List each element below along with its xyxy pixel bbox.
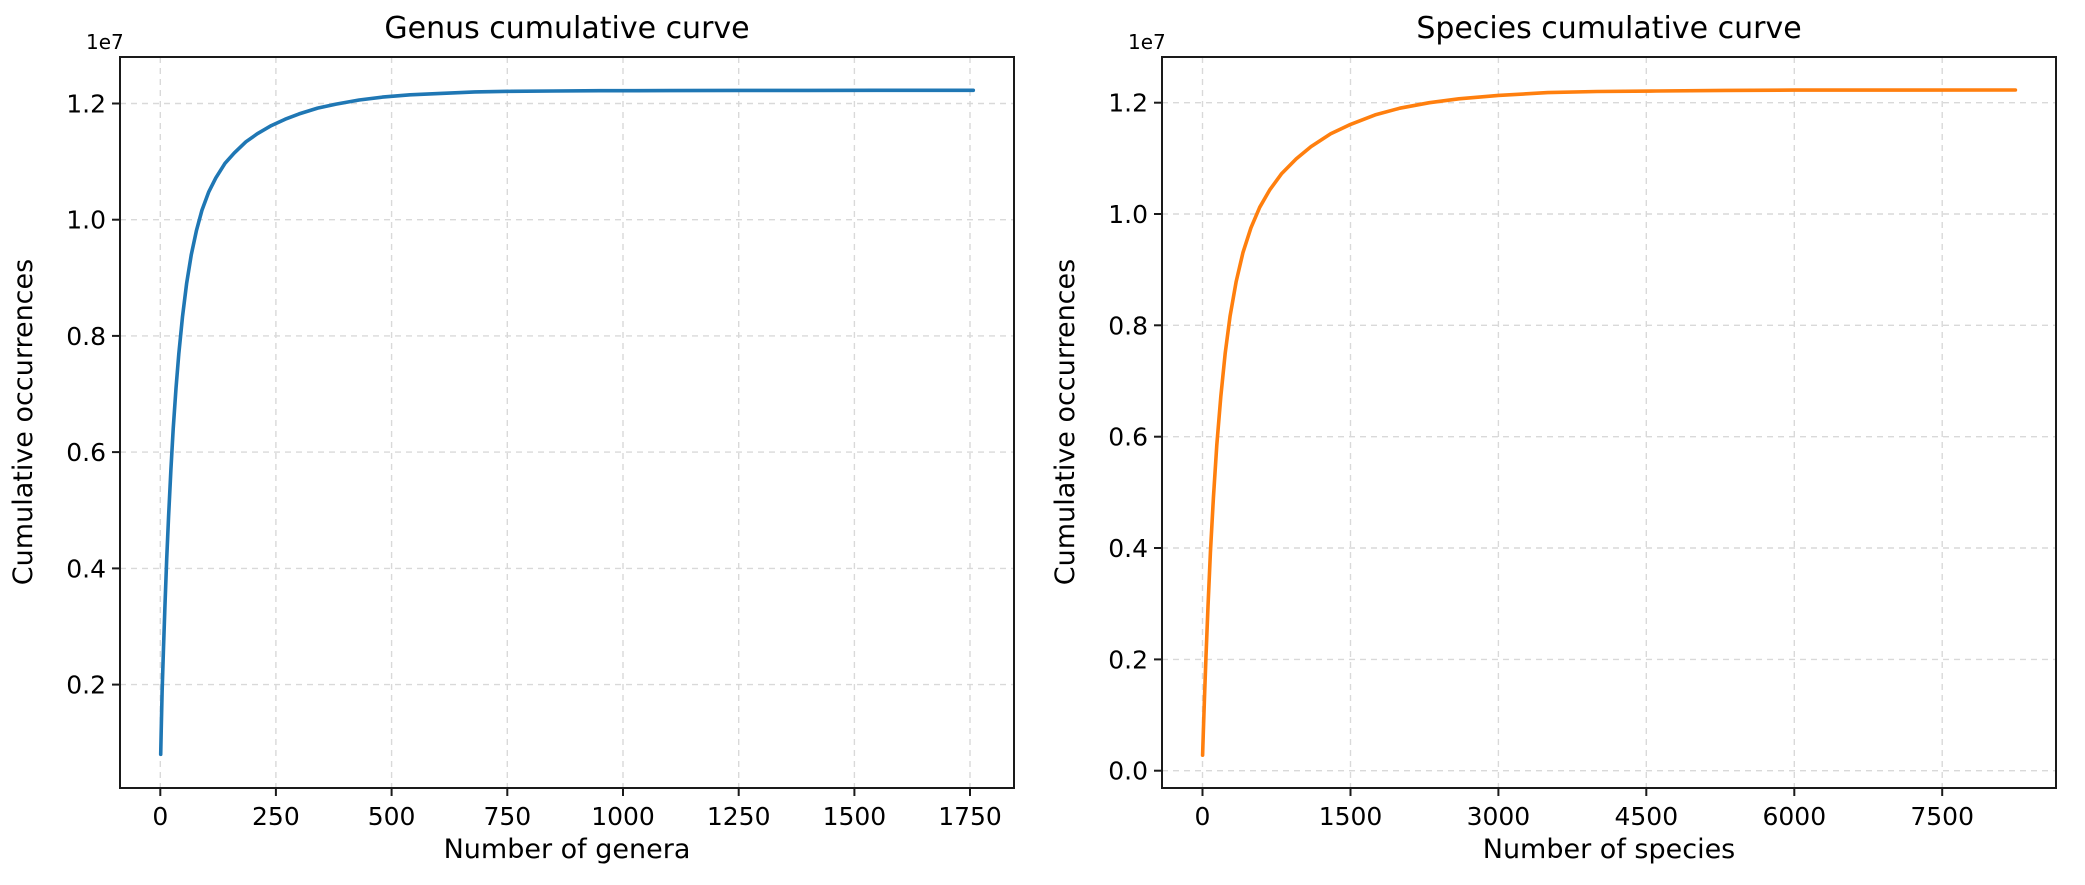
y-tick-label: 0.4 [1108,534,1148,563]
chart-title: Genus cumulative curve [384,11,749,46]
x-tick-label: 1500 [823,802,887,831]
y-axis-label: Cumulative occurrences [8,259,39,585]
y-tick-label: 0.2 [1108,645,1148,674]
x-axis-label: Number of genera [444,834,691,865]
genus-chart-panel: 0 250 500 750 1000 1250 1500 1750 0.2 0.4 0.6 0.8 1.… [0,0,1042,885]
species-plot-area: 0 1500 3000 4500 6000 7500 0.0 0.2 0.4 0.6 0.8 1.0 1… [1108,56,2057,831]
species-chart-svg: 0 1500 3000 4500 6000 7500 0.0 0.2 0.4 0.6 0.8 1.0 1… [1050,11,2057,865]
y-tick-label: 1.2 [1108,89,1148,118]
x-tick-label: 500 [368,802,416,831]
y-tick-label: 0.4 [66,554,106,583]
plot-border [119,56,1015,789]
x-tick-label: 0 [1195,802,1211,831]
x-tick-label: 1250 [707,802,771,831]
x-tick-label: 0 [152,802,168,831]
species-chart-panel: 0 1500 3000 4500 6000 7500 0.0 0.2 0.4 0.6 0.8 1.0 1… [1042,0,2084,885]
x-tick-label: 1750 [938,802,1002,831]
y-tick-label: 0.8 [66,322,106,351]
x-tick-label: 3000 [1467,802,1531,831]
genus-plot-area: 0 250 500 750 1000 1250 1500 1750 0.2 0.4 0.6 0.8 1.… [66,56,1015,831]
x-tick-label: 7500 [1910,802,1974,831]
y-tick-label: 0.6 [66,438,106,467]
genus-chart-svg: 0 250 500 750 1000 1250 1500 1750 0.2 0.4 0.6 0.8 1.… [8,11,1015,865]
y-tick-label: 0.2 [66,671,106,700]
y-axis-offset-text: 1e7 [86,30,124,54]
y-tick-label: 1.0 [66,206,106,235]
plot-border [1161,56,2057,789]
species-cumulative-curve-line [1200,88,2018,757]
y-axis-offset-text: 1e7 [1128,30,1166,54]
y-tick-label: 1.2 [66,90,106,119]
y-tick-label: 0.8 [1108,311,1148,340]
x-tick-label: 6000 [1762,802,1826,831]
x-tick-label: 250 [252,802,300,831]
x-tick-label: 1500 [1319,802,1383,831]
x-axis-label: Number of species [1483,834,1736,865]
x-tick-label: 1000 [591,802,655,831]
x-tick-label: 4500 [1614,802,1678,831]
y-tick-label: 0.0 [1108,757,1148,786]
y-tick-label: 1.0 [1108,200,1148,229]
x-tick-label: 750 [483,802,531,831]
y-axis-label: Cumulative occurrences [1050,259,1081,585]
y-tick-label: 0.6 [1108,423,1148,452]
chart-title: Species cumulative curve [1416,11,1801,46]
genus-cumulative-curve-line [158,88,976,757]
